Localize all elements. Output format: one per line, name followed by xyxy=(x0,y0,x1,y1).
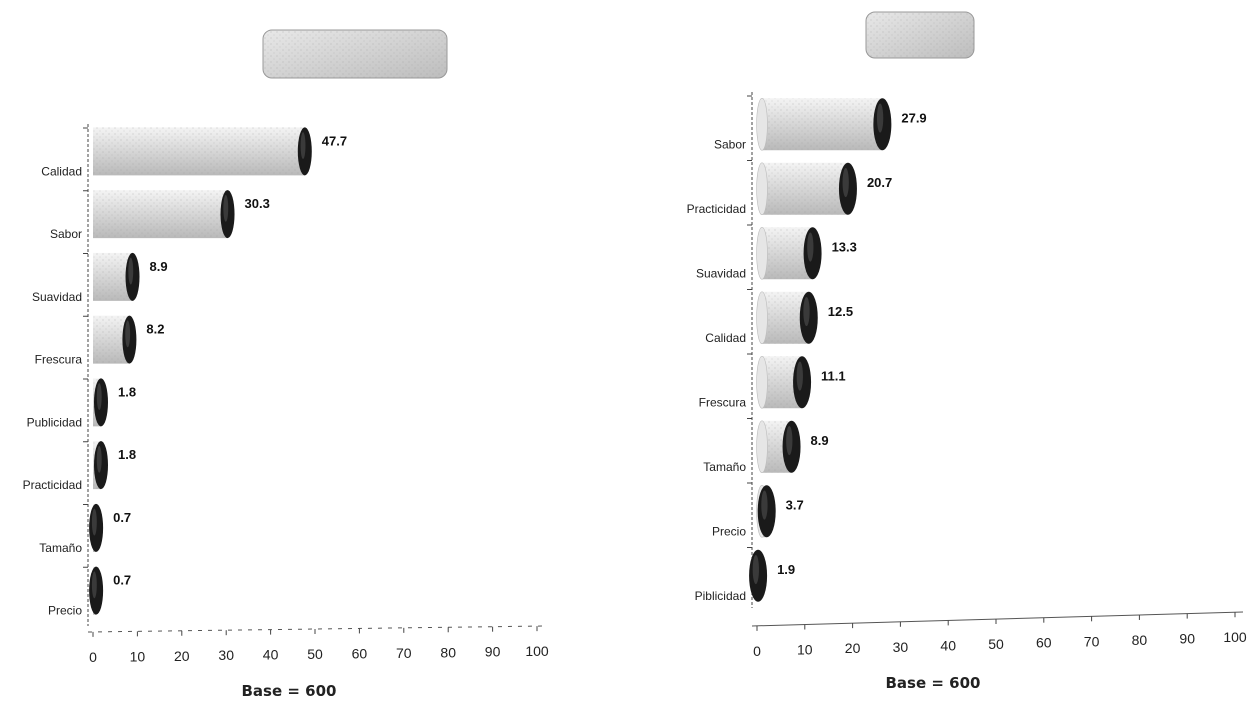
x-tick-label: 50 xyxy=(988,636,1004,652)
x-tick-label: 20 xyxy=(845,640,861,656)
bar-end-cap-highlight xyxy=(91,571,97,599)
x-tick-label: 70 xyxy=(1084,633,1100,649)
x-tick-label: 0 xyxy=(89,649,97,665)
data-label: 13.3 xyxy=(832,239,857,254)
data-label: 47.7 xyxy=(322,133,347,148)
bar-base-cap xyxy=(756,355,768,409)
data-label: 0.7 xyxy=(113,573,131,588)
bar-texture xyxy=(93,190,228,239)
bar-end-cap-highlight xyxy=(786,425,793,456)
data-label: 8.9 xyxy=(150,259,168,274)
x-tick-label: 30 xyxy=(218,647,234,663)
category-label: Tamaño xyxy=(703,460,746,474)
bar-end-cap-highlight xyxy=(300,132,306,160)
x-tick-label: 30 xyxy=(893,639,909,655)
x-tick-label: 40 xyxy=(940,637,956,653)
bar-end-cap-highlight xyxy=(761,490,768,520)
x-tick-label: 90 xyxy=(485,644,501,660)
data-label: 27.9 xyxy=(901,110,926,125)
x-tick-label: 10 xyxy=(130,648,146,664)
category-label: Frescura xyxy=(35,353,83,367)
bar-base-cap xyxy=(756,291,768,345)
bar-end-cap-highlight xyxy=(91,508,97,536)
category-label: Calidad xyxy=(705,331,746,345)
bar-texture xyxy=(762,162,848,215)
bar-base-cap xyxy=(756,420,768,474)
data-label: 3.7 xyxy=(786,497,804,512)
category-label: Tamaño xyxy=(39,541,82,555)
data-label: 30.3 xyxy=(245,196,270,211)
chart-right: 0 10 20 30 40 50 60 70 80 90 100 27.9 Sabor 20.7 Pract… xyxy=(687,11,1247,692)
bar-end-cap-highlight xyxy=(96,383,102,411)
x-tick-label: 80 xyxy=(440,644,456,660)
category-label: Suavidad xyxy=(32,290,82,304)
category-label: Practicidad xyxy=(687,202,746,216)
bar-end-cap-highlight xyxy=(128,257,134,285)
bar-base-cap xyxy=(756,226,768,280)
chart-left: 0 10 20 30 40 50 60 70 80 90 100 47.7 Calidad 30.3 Sab… xyxy=(23,29,549,700)
bar-end-cap-highlight xyxy=(796,361,803,391)
x-tick-label: 100 xyxy=(525,643,549,659)
bar-base-cap xyxy=(756,162,768,216)
category-label: Frescura xyxy=(699,395,747,409)
x-tick-label: 90 xyxy=(1179,631,1195,647)
x-axis-line xyxy=(87,625,546,633)
bar-end-cap-highlight xyxy=(807,232,814,262)
x-tick-label: 40 xyxy=(263,647,279,663)
bar-end-cap-highlight xyxy=(96,445,102,473)
data-label: 1.9 xyxy=(777,562,795,577)
x-axis-line xyxy=(751,611,1244,627)
category-label: Suavidad xyxy=(696,266,746,280)
base-footnote: Base = 600 xyxy=(242,682,337,700)
x-tick-label: 80 xyxy=(1132,632,1148,648)
x-tick-label: 0 xyxy=(753,643,761,659)
data-label: 1.8 xyxy=(118,384,136,399)
bar-end-cap-highlight xyxy=(842,167,849,198)
category-label: Practicidad xyxy=(23,478,82,492)
data-label: 11.1 xyxy=(821,368,846,383)
category-label: Precio xyxy=(712,524,746,538)
bar-texture xyxy=(762,98,883,151)
category-label: Sabor xyxy=(50,227,82,241)
category-label: Calidad xyxy=(41,164,82,178)
category-label: Precio xyxy=(48,604,82,618)
x-tick-label: 20 xyxy=(174,648,190,664)
data-label: 12.5 xyxy=(828,304,853,319)
x-tick-label: 50 xyxy=(307,646,323,662)
category-label: Sabor xyxy=(714,137,746,151)
chart-title-texture xyxy=(866,12,974,58)
x-tick-label: 100 xyxy=(1223,629,1247,645)
data-label: 0.7 xyxy=(113,510,131,525)
chart-title-texture xyxy=(263,30,447,78)
bar-end-cap-highlight xyxy=(876,103,884,133)
bar-end-cap-highlight xyxy=(223,194,229,222)
bar-end-cap-highlight xyxy=(803,296,810,327)
plot-area: 0 10 20 30 40 50 60 70 80 90 100 47.7 Calidad 30.3 Sab… xyxy=(23,124,549,665)
bar-end-cap-highlight xyxy=(752,554,759,585)
x-tick-label: 60 xyxy=(352,645,368,661)
x-tick-label: 70 xyxy=(396,645,412,661)
bar-base-cap xyxy=(756,97,768,151)
data-label: 1.8 xyxy=(118,447,136,462)
data-label: 8.2 xyxy=(146,322,164,337)
data-label: 8.9 xyxy=(811,433,829,448)
bar-end-cap-highlight xyxy=(125,320,131,348)
x-tick-label: 10 xyxy=(797,641,813,657)
category-label: Publicidad xyxy=(27,415,82,429)
plot-area: 0 10 20 30 40 50 60 70 80 90 100 27.9 Sabor 20.7 Pract… xyxy=(687,92,1247,659)
category-label: Piblicidad xyxy=(695,589,746,603)
base-footnote: Base = 600 xyxy=(886,674,981,692)
x-tick-label: 60 xyxy=(1036,635,1052,651)
bar-texture xyxy=(93,127,305,176)
data-label: 20.7 xyxy=(867,175,892,190)
